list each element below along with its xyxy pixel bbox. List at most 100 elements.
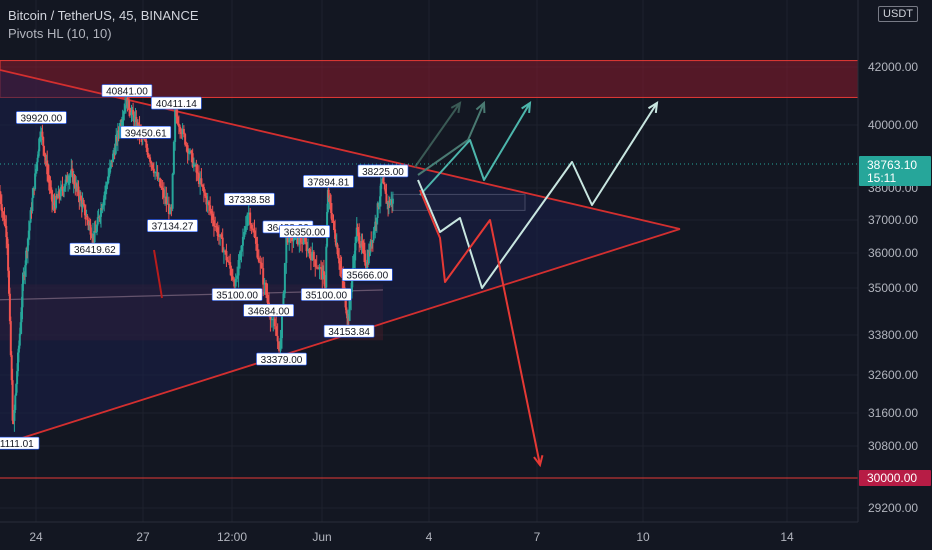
pivot-label-box <box>341 268 393 281</box>
pivot-label: 40411.14 <box>151 96 202 110</box>
candle-body <box>59 196 62 198</box>
candle-body <box>338 263 341 265</box>
candle-body <box>116 130 119 142</box>
candle-body <box>332 221 335 223</box>
candle-body <box>304 237 307 242</box>
candle-body <box>106 183 109 185</box>
candle-body <box>124 105 127 107</box>
time-tick-label: 14 <box>780 530 794 544</box>
candle-body <box>67 181 70 183</box>
candle-body <box>340 268 343 271</box>
candle-body <box>108 167 111 174</box>
candle-body <box>151 163 154 169</box>
candle-body <box>345 307 348 314</box>
candle-body <box>231 276 234 280</box>
candle-body <box>285 237 288 264</box>
candle-body <box>299 237 302 243</box>
candle-body <box>282 293 285 309</box>
candle-body <box>325 246 328 288</box>
candle-body <box>94 231 97 233</box>
candle-body <box>211 213 214 221</box>
candle-body <box>10 355 13 381</box>
candle-body <box>35 162 38 170</box>
indicator-label: Pivots HL (10, 10) <box>8 26 112 41</box>
candle-body <box>355 227 358 242</box>
candle-body <box>227 261 230 263</box>
candle-body <box>17 345 20 353</box>
candle-body <box>252 228 255 231</box>
candle-body <box>342 285 345 288</box>
time-axis-panel <box>0 522 858 550</box>
candle-body <box>71 169 74 171</box>
candle-body <box>46 160 49 175</box>
candle-body <box>174 109 177 142</box>
candle-body <box>179 126 182 132</box>
projection-arrow-dark <box>414 102 461 168</box>
pivot-label-text: 36350.00 <box>284 227 326 238</box>
candle-body <box>379 196 382 203</box>
candle-body <box>197 173 200 185</box>
candle-body <box>210 210 213 214</box>
candle-body <box>356 227 359 229</box>
candle-body <box>342 277 345 286</box>
candle-body <box>309 253 312 261</box>
candle-body <box>68 176 71 182</box>
candle-body <box>12 420 15 422</box>
candle-body <box>243 231 246 237</box>
current-price-value: 38763.10 <box>867 158 917 172</box>
candle-body <box>34 173 37 190</box>
pivot-label-text: 34153.84 <box>328 327 370 338</box>
candle-body <box>75 183 78 189</box>
triangle-fill <box>0 70 680 445</box>
candle-body <box>275 326 278 336</box>
pivot-labels: 40841.00 39920.00 40411.14 39450.61 37338.58… <box>0 84 409 450</box>
candle-body <box>191 153 194 167</box>
candle-body <box>358 243 361 247</box>
candle-body <box>61 186 64 190</box>
candle-body <box>379 183 382 197</box>
candle-body <box>69 173 72 177</box>
candle-body <box>229 262 232 269</box>
candle-body <box>41 131 44 138</box>
pivot-label-text: 39920.00 <box>20 114 62 125</box>
candle-body <box>36 157 39 163</box>
candle-body <box>272 318 275 320</box>
candle-body <box>331 220 334 222</box>
candle-body <box>35 169 37 174</box>
candle-body <box>53 203 56 206</box>
pivot-label-box <box>151 96 202 110</box>
candle-body <box>155 172 158 174</box>
candle-body <box>87 219 90 224</box>
candle-body <box>301 242 304 244</box>
candle-body <box>239 251 242 260</box>
candle-body <box>95 224 98 232</box>
candle-body <box>374 221 377 231</box>
candle-body <box>350 279 353 293</box>
candle-body <box>128 100 131 111</box>
time-tick-label: 10 <box>636 530 650 544</box>
candle-body <box>103 195 106 203</box>
candle-body <box>112 153 115 163</box>
candle-body <box>339 264 342 269</box>
candle-body <box>190 150 193 154</box>
pivot-label-text: 37134.27 <box>152 222 194 233</box>
candle-body <box>322 271 325 276</box>
pivot-label: 36419.62 <box>69 242 121 256</box>
candle-body <box>128 110 131 113</box>
candle-body <box>257 257 260 262</box>
pivot-label-text: 34684.00 <box>248 306 290 317</box>
candle-body <box>334 229 337 239</box>
candle-body <box>159 178 162 187</box>
candle-body <box>66 176 69 183</box>
currency-badge[interactable]: USDT <box>878 6 918 22</box>
candle-body <box>307 248 310 252</box>
projection-arrow-mid <box>417 102 485 176</box>
candle-body <box>73 177 76 186</box>
candle-body <box>327 189 330 199</box>
projection-arrow-teal <box>419 102 531 196</box>
pivot-label: 34684.00 <box>243 304 294 317</box>
pivot-label: 35666.00 <box>341 268 393 282</box>
candle-body <box>165 196 168 204</box>
